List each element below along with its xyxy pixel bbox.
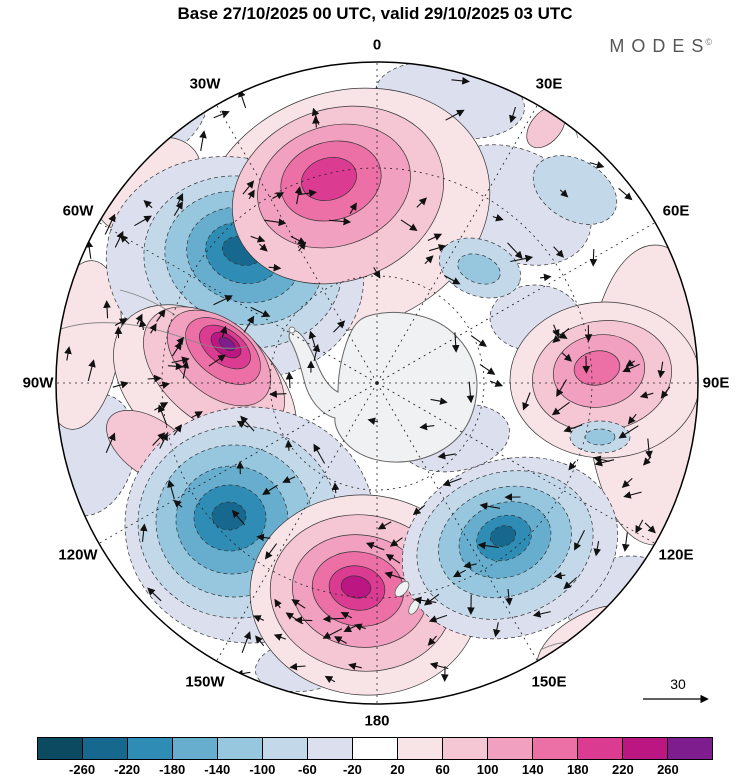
lon-label-60w: 60W: [62, 202, 94, 220]
island-outline: [288, 326, 296, 334]
lon-label-30w: 30W: [189, 75, 221, 93]
lon-label-180: 180: [364, 712, 390, 730]
colorbar-ticks: -260 -220 -180 -140 -100 -60 -20 20 60 100 140 180 2…: [37, 762, 713, 780]
colorbar-tick-label: -100: [249, 762, 276, 777]
lon-label-120w: 120W: [58, 546, 98, 564]
positive-anomaly-top-core: [231, 105, 566, 285]
colorbar-tick-label: 180: [566, 762, 589, 777]
lon-label-150w: 150W: [185, 673, 225, 691]
colorbar-cell: [443, 738, 488, 759]
negative-anomaly-lower-right: [401, 456, 619, 640]
colorbar-tick-label: 260: [657, 762, 679, 777]
colorbar-cell: [38, 738, 83, 759]
colorbar-tick-label: -220: [114, 762, 141, 777]
vector-scale-value: 30: [670, 676, 686, 692]
negative-anomaly-right-small: [569, 420, 631, 454]
colorbar-tick-label: 220: [612, 762, 634, 777]
lon-label-60e: 60E: [662, 202, 690, 220]
colorbar-tick-label: 20: [390, 762, 405, 777]
polar-map: [55, 61, 699, 705]
colorbar-cell: [308, 738, 353, 759]
colorbar-cell: [353, 738, 398, 759]
vector-scale: 30: [638, 676, 718, 710]
lon-label-0: 0: [372, 36, 382, 54]
page-title: Base 27/10/2025 00 UTC, valid 29/10/2025…: [177, 4, 573, 23]
colorbar-cell: [623, 738, 668, 759]
colorbar-tick-label: 100: [476, 762, 499, 777]
colorbar-cell: [488, 738, 533, 759]
colorbar-cell: [578, 738, 623, 759]
colorbar-cell: [173, 738, 218, 759]
modes-logo: MODES©: [609, 36, 712, 57]
colorbar-cell: [263, 738, 308, 759]
map-field: [56, 62, 698, 704]
colorbar-cell: [218, 738, 263, 759]
graticule: [56, 62, 698, 704]
lon-label-120e: 120E: [658, 546, 694, 564]
antarctica-continent: [288, 312, 478, 615]
colorbar-tick-label: -180: [159, 762, 186, 777]
map-boundary: [55, 61, 699, 705]
modes-logo-text: MODES: [609, 36, 711, 56]
colorbar-tick-label: -260: [69, 762, 96, 777]
colorbar-tick-label: 140: [521, 762, 544, 777]
vector-scale-arrow-icon: [643, 694, 709, 704]
colorbar-tick-label: -140: [204, 762, 231, 777]
lon-label-30e: 30E: [535, 75, 563, 93]
colorbar-tick-label: -60: [297, 762, 317, 777]
lon-label-90e: 90E: [702, 374, 730, 392]
lon-label-90w: 90W: [22, 374, 54, 392]
colorbar-cell: [128, 738, 173, 759]
colorbar-cells: [37, 737, 713, 760]
colorbar-cell: [83, 738, 128, 759]
modes-logo-mark: ©: [705, 37, 712, 47]
wind-vectors: [64, 77, 671, 684]
colorbar-cell: [533, 738, 578, 759]
island-outline: [394, 580, 410, 598]
colorbar: -260 -220 -180 -140 -100 -60 -20 20 60 100 140 180 2…: [37, 737, 713, 780]
colorbar-tick-label: -20: [343, 762, 362, 777]
colorbar-cell: [398, 738, 443, 759]
lon-label-150e: 150E: [531, 673, 567, 691]
colorbar-tick-label: 60: [435, 762, 450, 777]
colorbar-cell: [668, 738, 712, 759]
